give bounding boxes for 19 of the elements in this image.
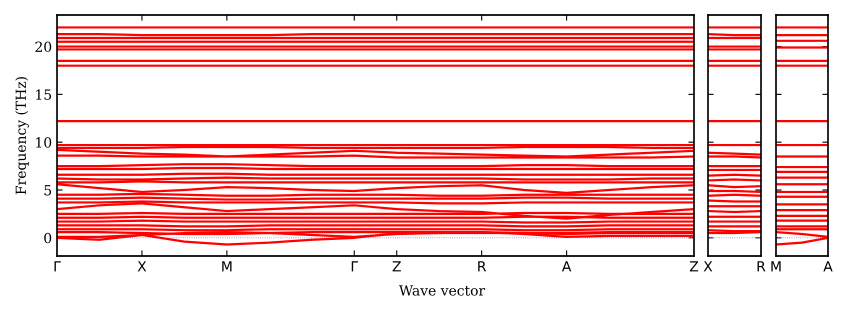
x-tick-label: X — [704, 261, 712, 272]
x-tick-label: Z — [392, 261, 401, 272]
y-tick-label: 10 — [36, 137, 52, 148]
x-tick-label: R — [758, 261, 766, 272]
x-tick-label: Z — [690, 261, 698, 272]
y-tick-label: 15 — [36, 89, 52, 100]
x-tick-label: M — [222, 261, 232, 272]
x-axis-title: Wave vector — [398, 285, 486, 296]
x-tick-label: Γ — [352, 261, 358, 272]
x-tick-label: X — [138, 261, 146, 272]
x-tick-label: A — [823, 261, 833, 272]
y-tick-label: 20 — [35, 42, 52, 52]
y-tick-label: 5 — [44, 185, 52, 196]
y-tick-label: 0 — [44, 232, 52, 244]
x-tick-label: M — [771, 261, 781, 272]
x-tick-label: Γ — [54, 261, 61, 272]
y-axis-title: Frequency (THz) — [15, 77, 29, 194]
x-tick-label: R — [478, 261, 486, 272]
x-tick-label: A — [562, 261, 572, 272]
